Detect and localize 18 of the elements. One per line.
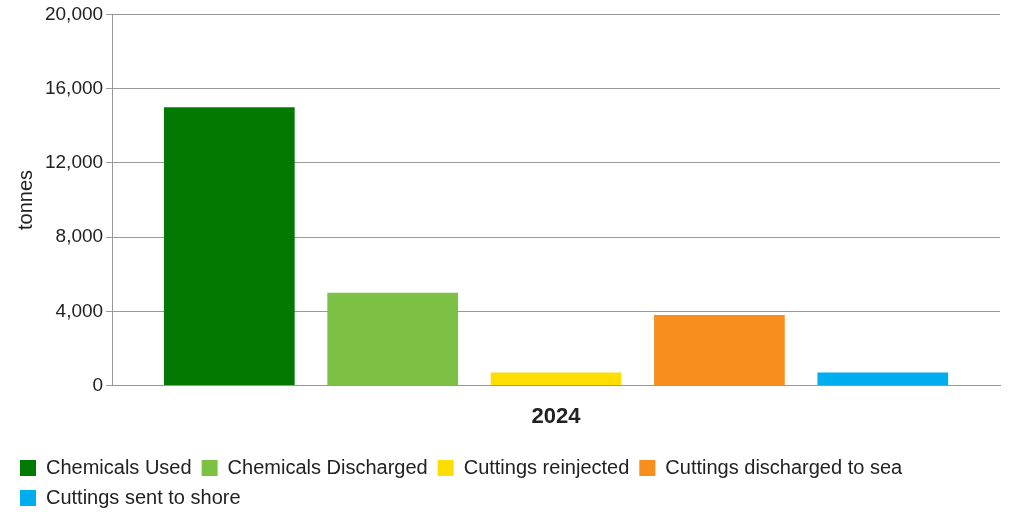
- bar: [654, 315, 785, 386]
- legend-label: Chemicals Used: [46, 455, 192, 478]
- legend-label: Cuttings reinjected: [463, 455, 630, 478]
- y-axis-title: tonnes: [13, 169, 36, 231]
- x-tick-label: 2024: [531, 402, 582, 428]
- y-tick-label: 12,000: [44, 151, 104, 173]
- y-tick-label: 0: [92, 373, 104, 395]
- bar: [163, 107, 295, 386]
- bar: [490, 372, 622, 386]
- y-tick-label: 4,000: [55, 299, 104, 321]
- legend-label: Cuttings discharged to sea: [665, 455, 904, 478]
- y-tick-label: 20,000: [44, 2, 104, 24]
- y-tick-label: 8,000: [55, 225, 104, 247]
- y-tick-label: 16,000: [44, 76, 104, 98]
- bar: [817, 372, 949, 386]
- bar: [327, 292, 459, 386]
- legend-label: Cuttings sent to shore: [46, 485, 241, 508]
- legend-label: Chemicals Discharged: [227, 455, 428, 478]
